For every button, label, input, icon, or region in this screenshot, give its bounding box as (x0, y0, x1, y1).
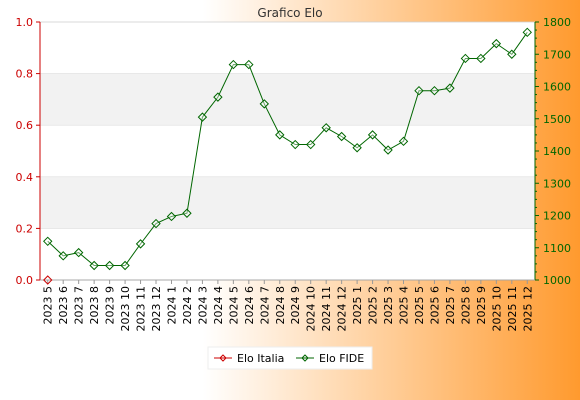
x-tick-label: 2023 7 (73, 286, 86, 325)
right-tick-label: 1100 (543, 242, 571, 255)
x-tick-label: 2025 11 (506, 286, 519, 332)
right-tick-label: 1500 (543, 113, 571, 126)
x-tick-label: 2025 4 (398, 286, 411, 325)
right-tick-label: 1200 (543, 210, 571, 223)
fide-point (182, 208, 192, 218)
series-elo-italia (43, 275, 53, 285)
x-tick-label: 2023 8 (88, 286, 101, 325)
fide-point (414, 85, 424, 96)
left-y-axis: 0.0 0.2 0.4 0.6 0.8 1.0 (16, 16, 41, 287)
right-y-axis: 1000 1100 1200 1300 1400 1500 1600 1700 1800 (534, 16, 571, 287)
left-tick-label: 0.2 (16, 222, 34, 235)
x-tick-label: 2024 10 (305, 286, 318, 332)
right-tick-label: 1700 (543, 48, 571, 61)
series-elo-fide (43, 27, 532, 271)
fide-point (104, 260, 115, 271)
legend: Elo Italia Elo FIDE (207, 346, 373, 370)
fide-line (47, 32, 528, 266)
fide-point (507, 49, 517, 59)
fide-point (89, 260, 99, 271)
x-tick-label: 2024 12 (336, 286, 349, 332)
fide-point (429, 85, 440, 96)
fide-point (336, 131, 347, 142)
x-tick-label: 2023 9 (104, 286, 117, 325)
fide-point (228, 59, 239, 70)
fide-point (213, 92, 223, 102)
legend-italia-label: Elo Italia (237, 352, 284, 365)
grid-band (40, 73, 535, 126)
fide-point (197, 112, 208, 122)
x-tick-label: 2025 6 (428, 286, 441, 325)
legend-box (207, 346, 373, 370)
x-tick-label: 2024 1 (165, 286, 178, 325)
fide-point (445, 83, 455, 93)
x-tick-label: 2023 10 (119, 286, 132, 332)
fide-point (43, 236, 53, 247)
x-tick-label: 2025 5 (413, 286, 426, 325)
x-tick-label: 2025 12 (521, 286, 534, 332)
fide-point (367, 130, 378, 140)
x-tick-label: 2025 8 (459, 286, 472, 325)
fide-point (305, 139, 316, 150)
x-tick-label: 2025 10 (490, 286, 503, 332)
x-tick-label: 2024 5 (227, 286, 240, 325)
x-tick-label: 2024 8 (274, 286, 287, 325)
right-tick-label: 1400 (543, 145, 571, 158)
fide-point (259, 99, 270, 109)
x-tick-label: 2024 11 (320, 286, 333, 332)
x-axis: 2023 5 2023 6 2023 7 2023 8 2023 9 2023 10 202… (40, 279, 535, 332)
x-tick-label: 2023 12 (150, 286, 163, 332)
x-tick-label: 2025 3 (382, 286, 395, 325)
left-tick-label: 0.8 (16, 68, 34, 81)
x-tick-label: 2025 2 (367, 286, 380, 325)
fide-point (522, 27, 532, 38)
x-tick-label: 2025 9 (475, 286, 488, 325)
fide-point (460, 53, 471, 64)
fide-point (73, 247, 84, 258)
x-tick-label: 2023 5 (42, 286, 55, 325)
x-tick-label: 2023 11 (135, 286, 148, 332)
fide-point (135, 239, 146, 249)
fide-point (352, 143, 362, 153)
legend-italia-marker-icon (219, 354, 227, 362)
fide-point (398, 136, 409, 147)
plot-background (40, 22, 535, 280)
right-tick-label: 1000 (543, 274, 571, 287)
fide-point (290, 139, 300, 150)
fide-point (383, 145, 393, 155)
x-tick-label: 2024 7 (258, 286, 271, 325)
right-tick-label: 1600 (543, 81, 571, 94)
fide-point (166, 211, 177, 222)
left-tick-label: 0.0 (16, 274, 34, 287)
left-tick-label: 0.6 (16, 119, 34, 132)
x-tick-label: 2024 6 (243, 286, 256, 325)
fide-point (491, 38, 502, 49)
legend-fide-label: Elo FIDE (319, 352, 364, 365)
x-tick-label: 2024 3 (196, 286, 209, 325)
chart-title: Grafico Elo (257, 6, 322, 20)
right-tick-label: 1800 (543, 16, 571, 29)
x-tick-label: 2024 4 (212, 286, 225, 325)
legend-fide-marker-icon (301, 354, 309, 362)
right-tick-label: 1300 (543, 177, 571, 190)
fide-point (275, 130, 285, 140)
plot-area (39, 21, 536, 281)
x-tick-label: 2024 9 (289, 286, 302, 325)
fide-point (58, 251, 68, 261)
italia-point (43, 275, 53, 285)
x-tick-label: 2024 2 (181, 286, 194, 325)
x-tick-label: 2025 1 (351, 286, 364, 325)
x-tick-label: 2023 6 (57, 286, 70, 325)
fide-point (476, 53, 486, 64)
fide-point (120, 260, 130, 271)
fide-point (244, 59, 254, 70)
fide-point (151, 218, 161, 229)
fide-point (321, 123, 331, 133)
grid-band (40, 176, 535, 229)
left-tick-label: 0.4 (16, 171, 34, 184)
left-tick-label: 1.0 (16, 16, 34, 29)
x-tick-label: 2025 7 (444, 286, 457, 325)
